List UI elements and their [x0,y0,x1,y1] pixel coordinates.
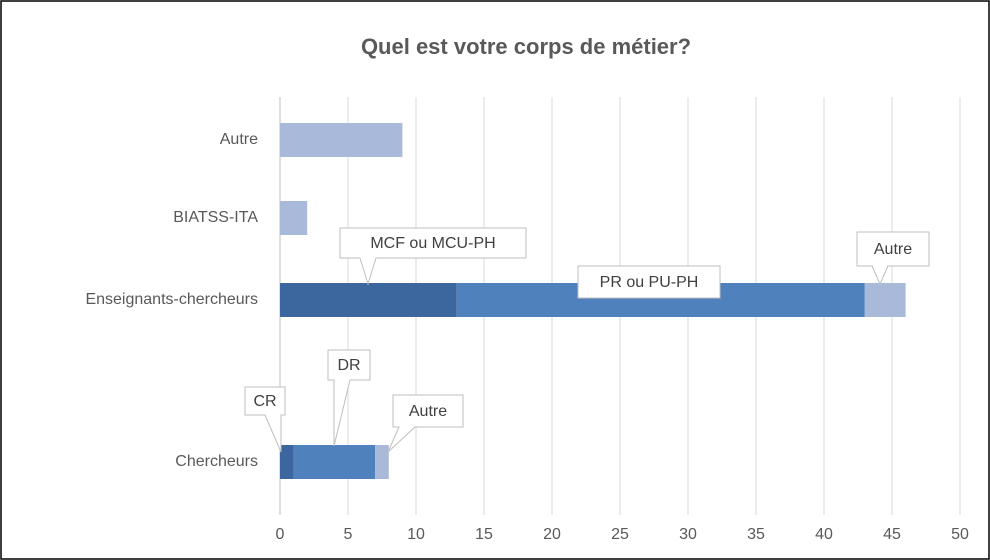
bar-segment [280,283,457,317]
x-tick-label: 15 [475,526,493,543]
callout-box [577,265,721,299]
bar-segment [280,201,308,235]
callout-label: CR [253,393,276,410]
callout-label: MCF ou MCU-PH [370,235,495,252]
callout-box [327,349,371,447]
callout-label: DR [337,357,360,374]
callout-label: Autre [874,241,912,258]
y-tick-label: Autre [220,131,258,148]
y-tick-label: Enseignants-chercheurs [85,291,258,308]
x-tick-label: 20 [543,526,561,543]
x-tick-label: 45 [883,526,901,543]
callout-box [339,227,527,286]
x-tick-label: 0 [276,526,285,543]
chart-title: Quel est votre corps de métier? [361,34,691,59]
callout-box [387,394,464,453]
callout-label: PR ou PU-PH [600,274,699,291]
x-tick-label: 35 [747,526,765,543]
bar-segment [375,445,389,479]
callout-label: Autre [409,403,447,420]
bar-segment [293,445,376,479]
bar-segment [864,283,906,317]
callout-box [856,231,930,286]
callout-box [244,386,286,453]
bar-segment [280,445,294,479]
y-tick-label: Chercheurs [175,453,258,470]
x-tick-label: 10 [407,526,425,543]
x-tick-label: 50 [951,526,969,543]
x-tick-label: 5 [344,526,353,543]
x-tick-label: 25 [611,526,629,543]
y-tick-label: BIATSS-ITA [173,209,258,226]
bar-segment [280,123,403,157]
x-tick-label: 40 [815,526,833,543]
x-tick-label: 30 [679,526,697,543]
